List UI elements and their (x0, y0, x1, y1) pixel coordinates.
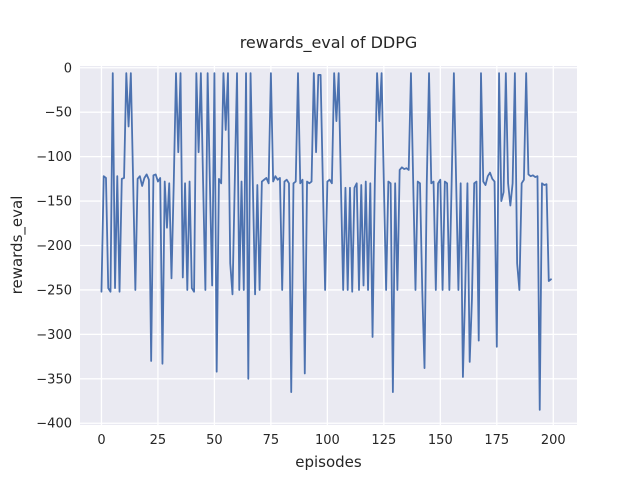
y-tick-label: −400 (36, 417, 72, 432)
y-axis-label: rewards_eval (8, 195, 26, 295)
chart-title: rewards_eval of DDPG (239, 33, 418, 52)
x-tick-label: 175 (484, 433, 509, 448)
x-tick-label: 25 (150, 433, 167, 448)
y-tick-label: 0 (64, 61, 72, 76)
x-tick-label: 150 (428, 433, 453, 448)
x-tick-label: 50 (206, 433, 223, 448)
x-tick-label: 0 (97, 433, 105, 448)
y-tick-label: −50 (45, 106, 72, 121)
y-tick-label: −300 (36, 328, 72, 343)
y-tick-label: −100 (36, 150, 72, 165)
x-axis-label: episodes (295, 453, 362, 471)
y-tick-label: −350 (36, 372, 72, 387)
x-tick-label: 125 (371, 433, 396, 448)
y-tick-label: −150 (36, 195, 72, 210)
y-tick-label: −250 (36, 283, 72, 298)
y-tick-label: −200 (36, 239, 72, 254)
x-tick-label: 100 (315, 433, 340, 448)
x-tick-label: 75 (263, 433, 280, 448)
x-tick-label: 200 (541, 433, 566, 448)
reward-line (100, 72, 552, 411)
